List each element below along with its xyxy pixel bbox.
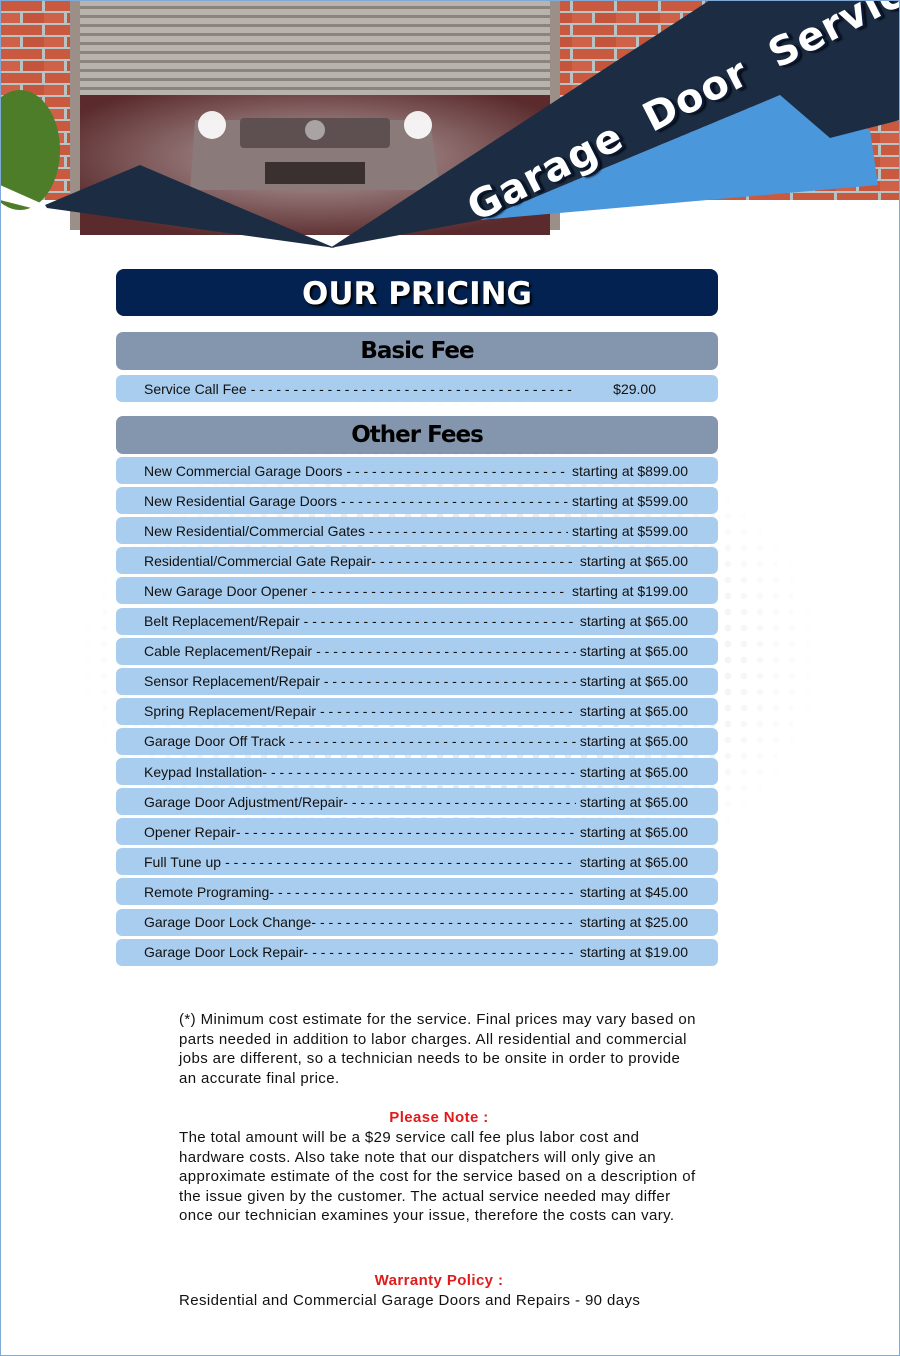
disclaimer-text: (*) Minimum cost estimate for the servic… (179, 1011, 696, 1087)
dash-leader (251, 381, 573, 397)
service-label: New Commercial Garage Doors (144, 462, 343, 479)
service-price: starting at $65.00 (579, 793, 688, 810)
service-price: starting at $199.00 (572, 582, 688, 599)
service-price: starting at $65.00 (579, 853, 688, 870)
other-fees-heading: Other Fees (116, 416, 718, 454)
dash-leader (316, 643, 576, 659)
price-row: Spring Replacement/Repair starting at $65… (116, 697, 718, 725)
garage-door-shutter (80, 0, 550, 95)
please-note-heading: Please Note : (389, 1109, 489, 1126)
dash-leader (278, 884, 576, 900)
service-price: starting at $65.00 (579, 763, 688, 780)
hero-banner (0, 0, 900, 248)
price-row: Sensor Replacement/Repair starting at $65… (116, 667, 718, 695)
service-label: Garage Door Off Track (144, 733, 286, 750)
price-row: Garage Door Lock Repair-starting at $19.… (116, 938, 718, 966)
dash-leader (324, 673, 576, 689)
service-label: Service Call Fee (144, 380, 247, 397)
service-price: starting at $65.00 (579, 673, 688, 690)
price-row: New Residential/Commercial Gates starting… (116, 517, 718, 545)
service-label: Full Tune up (144, 853, 222, 870)
service-price: starting at $65.00 (579, 643, 688, 660)
price-row-service-call: Service Call Fee $29.00 (116, 375, 718, 402)
price-row: Residential/Commercial Gate Repair-start… (116, 547, 718, 575)
price-row: Garage Door Off Track starting at $65.00 (116, 727, 718, 755)
dash-leader (380, 553, 576, 569)
price-row: Garage Door Adjustment/Repair-starting a… (116, 788, 718, 816)
service-price: starting at $19.00 (579, 944, 688, 961)
dark-ribbon-left (45, 165, 335, 248)
service-label: Garage Door Lock Change- (144, 914, 316, 930)
car-icon (190, 111, 440, 190)
service-label: Residential/Commercial Gate Repair- (144, 552, 376, 569)
service-price: starting at $899.00 (572, 462, 688, 479)
service-label: Garage Door Adjustment/Repair- (144, 793, 348, 810)
price-row: Opener Repair-starting at $65.00 (116, 818, 718, 846)
price-row: New Residential Garage Doors starting at … (116, 487, 718, 515)
dash-leader (341, 493, 568, 509)
dark-ribbon (330, 0, 900, 248)
dash-leader (271, 764, 576, 780)
service-label: Remote Programing- (144, 883, 274, 900)
service-price: starting at $65.00 (579, 703, 688, 720)
service-label: Opener Repair- (144, 823, 241, 840)
please-note-text: The total amount will be a $29 service c… (179, 1129, 696, 1224)
price-row: Remote Programing-starting at $45.00 (116, 878, 718, 906)
service-price: starting at $45.00 (579, 883, 688, 900)
dash-leader (320, 703, 576, 719)
service-label: Cable Replacement/Repair (144, 643, 313, 660)
service-label: Sensor Replacement/Repair (144, 673, 320, 690)
service-label: New Residential Garage Doors (144, 492, 337, 509)
service-label: Belt Replacement/Repair (144, 613, 300, 629)
service-price: starting at $65.00 (579, 613, 688, 629)
pricing-title: OUR PRICING (116, 269, 718, 316)
warranty-heading: Warranty Policy : (374, 1272, 504, 1289)
blue-ribbon (480, 95, 878, 220)
dash-leader (304, 613, 576, 629)
service-price: starting at $599.00 (572, 522, 688, 539)
service-price: starting at $599.00 (572, 492, 688, 509)
price-row: Full Tune up starting at $65.00 (116, 848, 718, 876)
dash-leader (289, 733, 575, 749)
price-row: Keypad Installation-starting at $65.00 (116, 758, 718, 785)
dash-leader (320, 914, 576, 930)
bush (0, 90, 60, 210)
service-price: starting at $65.00 (579, 823, 688, 840)
service-price: starting at $65.00 (579, 552, 688, 569)
dash-leader (346, 463, 568, 479)
dash-leader (311, 583, 568, 599)
price-row: New Garage Door Opener starting at $199.0… (116, 577, 718, 605)
service-price: $29.00 (613, 380, 656, 397)
service-label: Spring Replacement/Repair (144, 703, 316, 720)
dash-leader (369, 523, 568, 539)
service-price: starting at $25.00 (579, 914, 688, 930)
basic-fee-heading: Basic Fee (116, 332, 718, 370)
service-price: starting at $65.00 (579, 733, 688, 750)
price-row: Cable Replacement/Repair starting at $65.… (116, 637, 718, 665)
dash-leader (352, 794, 576, 810)
price-row: Garage Door Lock Change-starting at $25.… (116, 908, 718, 936)
dash-leader (312, 944, 576, 960)
service-label: New Residential/Commercial Gates (144, 522, 365, 539)
service-label: Keypad Installation- (144, 763, 267, 780)
price-row: Belt Replacement/Repair starting at $65.0… (116, 607, 718, 635)
dash-leader (245, 824, 576, 840)
service-label: New Garage Door Opener (144, 582, 308, 599)
warranty-text: Residential and Commercial Garage Doors … (179, 1292, 641, 1309)
service-label: Garage Door Lock Repair- (144, 944, 309, 961)
price-row: New Commercial Garage Doors starting at $… (116, 457, 718, 484)
dash-leader (225, 854, 576, 870)
